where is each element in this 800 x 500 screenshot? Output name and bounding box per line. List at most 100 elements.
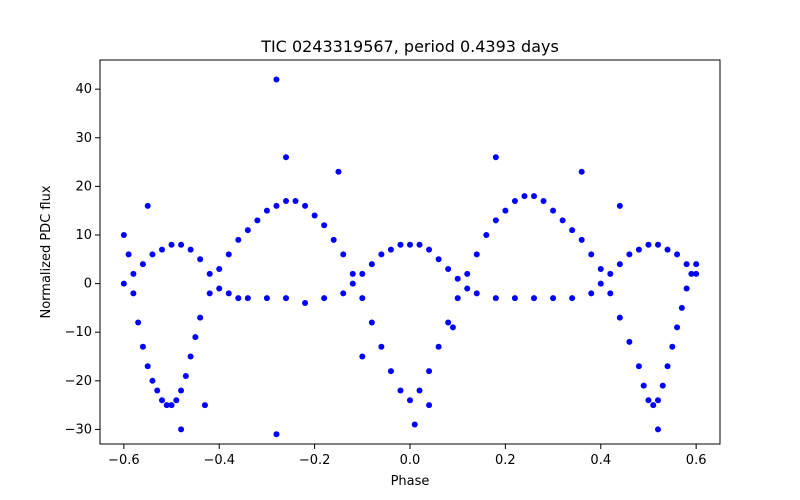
data-point [492,154,499,161]
data-point [349,280,356,287]
data-point [197,256,204,263]
data-point [588,251,595,258]
x-tick-label: 0.2 [495,453,516,468]
data-point [187,353,194,360]
data-point [435,343,442,350]
data-point [426,368,433,375]
y-axis-ticks: −30 −20 −10 0 10 20 30 40 [65,82,100,437]
y-tick-label: 0 [84,277,92,292]
data-point [201,402,208,409]
data-point [387,246,394,253]
data-point [655,397,661,404]
y-tick-label: −30 [65,422,92,437]
data-point [235,295,242,302]
data-point [321,222,328,229]
data-point [645,397,652,404]
x-tick-label: −0.2 [299,453,331,468]
y-tick-label: 20 [75,179,92,194]
data-point [473,251,480,258]
data-point [168,402,175,409]
data-point [678,304,685,311]
data-point [225,290,232,297]
data-point [445,319,452,326]
data-point [273,431,280,438]
data-points [120,76,700,438]
data-point [206,270,213,277]
data-point [206,290,213,297]
data-point [473,290,480,297]
data-point [368,319,375,326]
data-point [378,343,385,350]
data-point [283,295,289,302]
y-axis-label: Normalized PDC flux [39,185,54,318]
data-point [569,295,576,302]
data-point [683,261,690,268]
data-point [130,290,137,297]
data-point [397,387,404,394]
data-point [640,382,647,389]
data-point [426,246,433,253]
data-point [674,324,681,331]
data-point [435,256,442,263]
data-point [569,227,576,234]
data-point [454,275,461,282]
y-tick-label: −10 [65,325,92,340]
data-point [693,270,700,277]
data-point [492,217,499,224]
data-point [225,251,232,258]
data-point [335,168,342,175]
data-point [550,295,557,302]
data-point [302,202,309,209]
data-point [244,295,251,302]
data-point [173,397,180,404]
data-point [645,241,652,248]
data-point [321,295,328,302]
x-tick-label: −0.4 [203,453,235,468]
data-point [135,319,142,326]
data-point [368,261,375,268]
data-point [182,372,189,379]
data-point [492,295,499,302]
data-point [607,290,614,297]
y-tick-label: 30 [75,131,92,146]
data-point [163,402,170,409]
data-point [149,251,156,258]
x-axis-ticks: −0.6 −0.4 −0.2 0.0 0.2 0.4 0.6 [108,444,706,468]
data-point [154,387,161,394]
data-point [521,193,528,200]
data-point [283,197,289,204]
x-tick-label: 0.6 [686,453,707,468]
data-point [407,241,413,248]
data-point [669,343,676,350]
data-point [273,76,280,83]
data-point [664,246,671,253]
data-point [616,261,623,268]
data-point [283,154,289,161]
data-point [426,402,433,409]
data-point [650,402,657,409]
data-point [159,397,165,404]
data-point [359,353,366,360]
data-point [330,236,337,243]
data-point [578,236,585,243]
x-tick-label: 0.4 [590,453,611,468]
x-tick-label: −0.6 [108,453,140,468]
data-point [655,426,661,433]
data-point [235,236,242,243]
data-point [464,285,471,292]
data-point [464,270,471,277]
data-point [483,231,490,238]
data-point [120,280,127,287]
data-point [311,212,318,219]
data-point [359,295,366,302]
data-point [144,202,151,209]
data-point [635,246,642,253]
y-tick-label: 40 [75,82,92,97]
data-point [559,217,566,224]
data-point [139,261,146,268]
data-point [454,295,461,302]
data-point [502,207,509,214]
data-point [263,295,270,302]
data-point [531,193,537,200]
data-point [540,197,547,204]
